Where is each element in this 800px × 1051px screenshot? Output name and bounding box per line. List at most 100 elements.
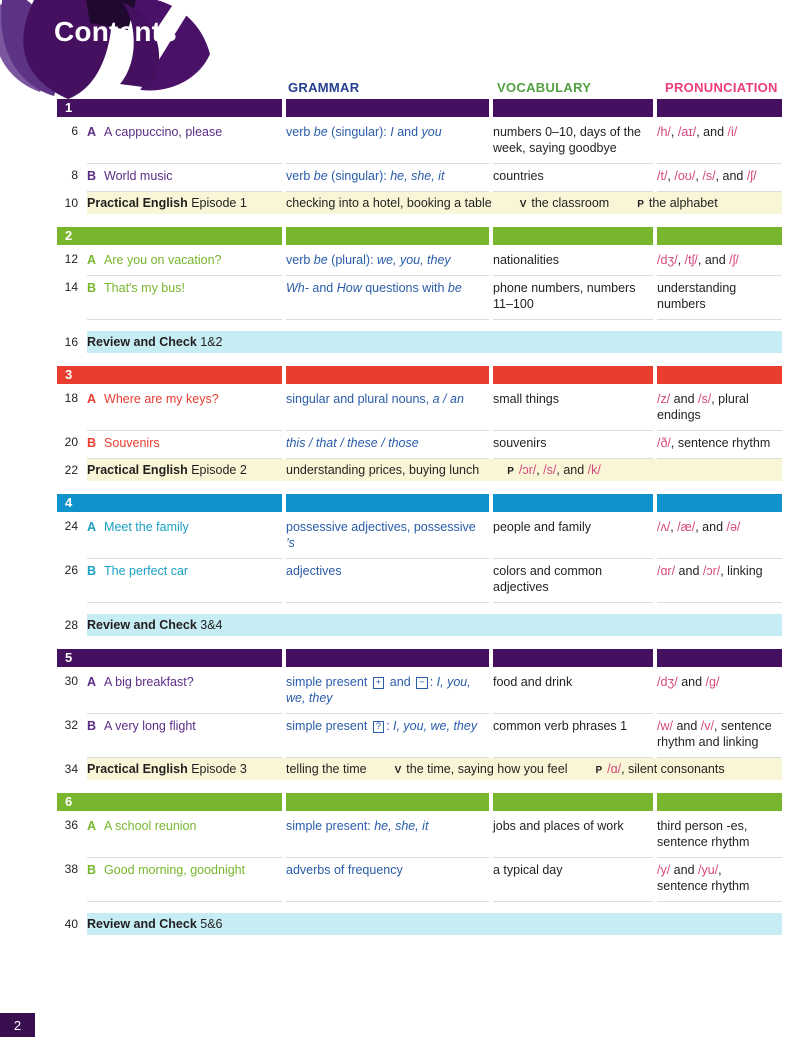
grammar-cell: simple present ?: I, you, we, they <box>286 714 489 758</box>
page-number: 22 <box>64 463 78 477</box>
section-bar-segment <box>286 649 489 667</box>
section-3: 3 18 A Where are my keys? singular and plura… <box>57 366 782 481</box>
practical-pron-segment: P/ɔr/, /s/, and /k/ <box>507 462 601 477</box>
phonetic-symbol: /k/ <box>587 462 601 477</box>
lesson-letter: A <box>87 819 97 833</box>
section-header-bar: 3 <box>57 366 782 384</box>
section-header-bar: 5 <box>57 649 782 667</box>
lesson-title: A Are you on vacation? <box>87 248 282 276</box>
practical-pron-segment: P/ɑ/, silent consonants <box>595 761 725 776</box>
phonetic-symbol: /g/ <box>705 675 720 689</box>
vocabulary-cell: souvenirs <box>493 431 653 459</box>
section-bar-segment: 4 <box>57 494 282 512</box>
section-bar-segment <box>286 99 489 117</box>
page-number: 38 <box>64 862 78 876</box>
pronunciation-cell: /y/ and /yu/, sentence rhythm <box>657 858 782 902</box>
vocabulary-cell: colors and common adjectives <box>493 559 653 603</box>
phonetic-symbol: /tʃ/ <box>684 253 698 267</box>
section-bar-segment <box>493 494 653 512</box>
page-number: 36 <box>64 818 78 832</box>
vocabulary-cell: common verb phrases 1 <box>493 714 653 758</box>
practical-english-band: Practical English Episode 2 understanding… <box>87 459 782 481</box>
lesson-title: B The perfect car <box>87 559 282 603</box>
phonetic-symbol: /y/ <box>657 863 671 877</box>
practical-english-row: 34 Practical English Episode 3 telling the… <box>57 758 782 780</box>
practical-english-topic: understanding prices, buying lunch <box>286 462 480 477</box>
vocabulary-cell: food and drink <box>493 670 653 714</box>
section-bar-segment <box>286 366 489 384</box>
phonetic-symbol: /ʃ/ <box>729 253 739 267</box>
pron-marker: P <box>637 198 644 210</box>
page-number: 6 <box>71 124 78 138</box>
phonetic-symbol: /ʌ/ <box>657 520 671 534</box>
page-number: 10 <box>64 196 78 210</box>
vocabulary-cell: people and family <box>493 515 653 559</box>
pronunciation-cell: third person -es, sentence rhythm <box>657 814 782 858</box>
lesson-title: B Good morning, goodnight <box>87 858 282 902</box>
phonetic-symbol: /i/ <box>727 125 738 139</box>
footer-page-number-badge: 2 <box>0 1013 35 1037</box>
phonetic-symbol: /oʊ/ <box>674 169 696 183</box>
section-bar-segment: 3 <box>57 366 282 384</box>
table-row: 18 A Where are my keys? singular and plural… <box>57 387 782 431</box>
section-5: 5 30 A A big breakfast? simple present + and… <box>57 649 782 780</box>
table-row: 14 B That's my bus! Wh- and How questions w… <box>57 276 782 320</box>
table-row: 36 A A school reunion simple present: he, s… <box>57 814 782 858</box>
page-title: Contents <box>54 16 177 47</box>
grammar-cell: verb be (singular): I and you <box>286 120 489 164</box>
pronunciation-cell: /h/, /aɪ/, and /i/ <box>657 120 782 164</box>
phonetic-symbol: /dʒ/ <box>657 675 678 689</box>
section-bar-segment <box>657 227 782 245</box>
grammar-symbol-box: ? <box>372 721 385 733</box>
section-bar-segment <box>493 99 653 117</box>
phonetic-symbol: /h/ <box>657 125 671 139</box>
section-number: 1 <box>65 100 73 115</box>
lesson-letter: B <box>87 564 97 578</box>
table-row: 32 B A very long flight simple present ?: I… <box>57 714 782 758</box>
lesson-letter: A <box>87 392 97 406</box>
section-bar-segment <box>657 793 782 811</box>
table-row: 38 B Good morning, goodnight adverbs of fre… <box>57 858 782 902</box>
practical-english-band: Practical English Episode 3 telling the t… <box>87 758 782 780</box>
section-number: 3 <box>65 367 73 382</box>
page-number: 30 <box>64 674 78 688</box>
phonetic-symbol: /v/ <box>700 719 714 733</box>
phonetic-symbol: /t/ <box>657 169 668 183</box>
section-header-bar: 6 <box>57 793 782 811</box>
section-bar-segment: 5 <box>57 649 282 667</box>
decorative-corner-graphic: Contents <box>0 0 220 102</box>
section-number: 6 <box>65 794 73 809</box>
section-4: 4 24 A Meet the family possessive adjectives… <box>57 494 782 636</box>
table-row: 30 A A big breakfast? simple present + and … <box>57 670 782 714</box>
grammar-cell: verb be (singular): he, she, it <box>286 164 489 192</box>
vocabulary-cell: jobs and places of work <box>493 814 653 858</box>
practical-english-title: Practical English Episode 3 <box>87 761 247 776</box>
section-bar-segment: 6 <box>57 793 282 811</box>
lesson-letter: B <box>87 436 97 450</box>
pron-marker: P <box>507 465 514 477</box>
table-row: 8 B World music verb be (singular): he, she… <box>57 164 782 192</box>
pron-marker: P <box>595 764 603 776</box>
page-number: 24 <box>64 519 78 533</box>
phonetic-symbol: /z/ <box>657 392 671 406</box>
pronunciation-cell: /ð/, sentence rhythm <box>657 431 782 459</box>
table-row: 20 B Souvenirs this / that / these / those s… <box>57 431 782 459</box>
lesson-letter: A <box>87 125 97 139</box>
page-number: 16 <box>64 335 78 349</box>
page-number: 26 <box>64 563 78 577</box>
review-band: Review and Check 1&2 <box>87 331 782 353</box>
vocabulary-cell: phone numbers, numbers 11–100 <box>493 276 653 320</box>
section-number: 2 <box>65 228 73 243</box>
lesson-title: B That's my bus! <box>87 276 282 320</box>
grammar-cell: simple present: he, she, it <box>286 814 489 858</box>
page-number: 8 <box>71 168 78 182</box>
section-header-bar: 4 <box>57 494 782 512</box>
phonetic-symbol: /ð/ <box>657 436 671 450</box>
